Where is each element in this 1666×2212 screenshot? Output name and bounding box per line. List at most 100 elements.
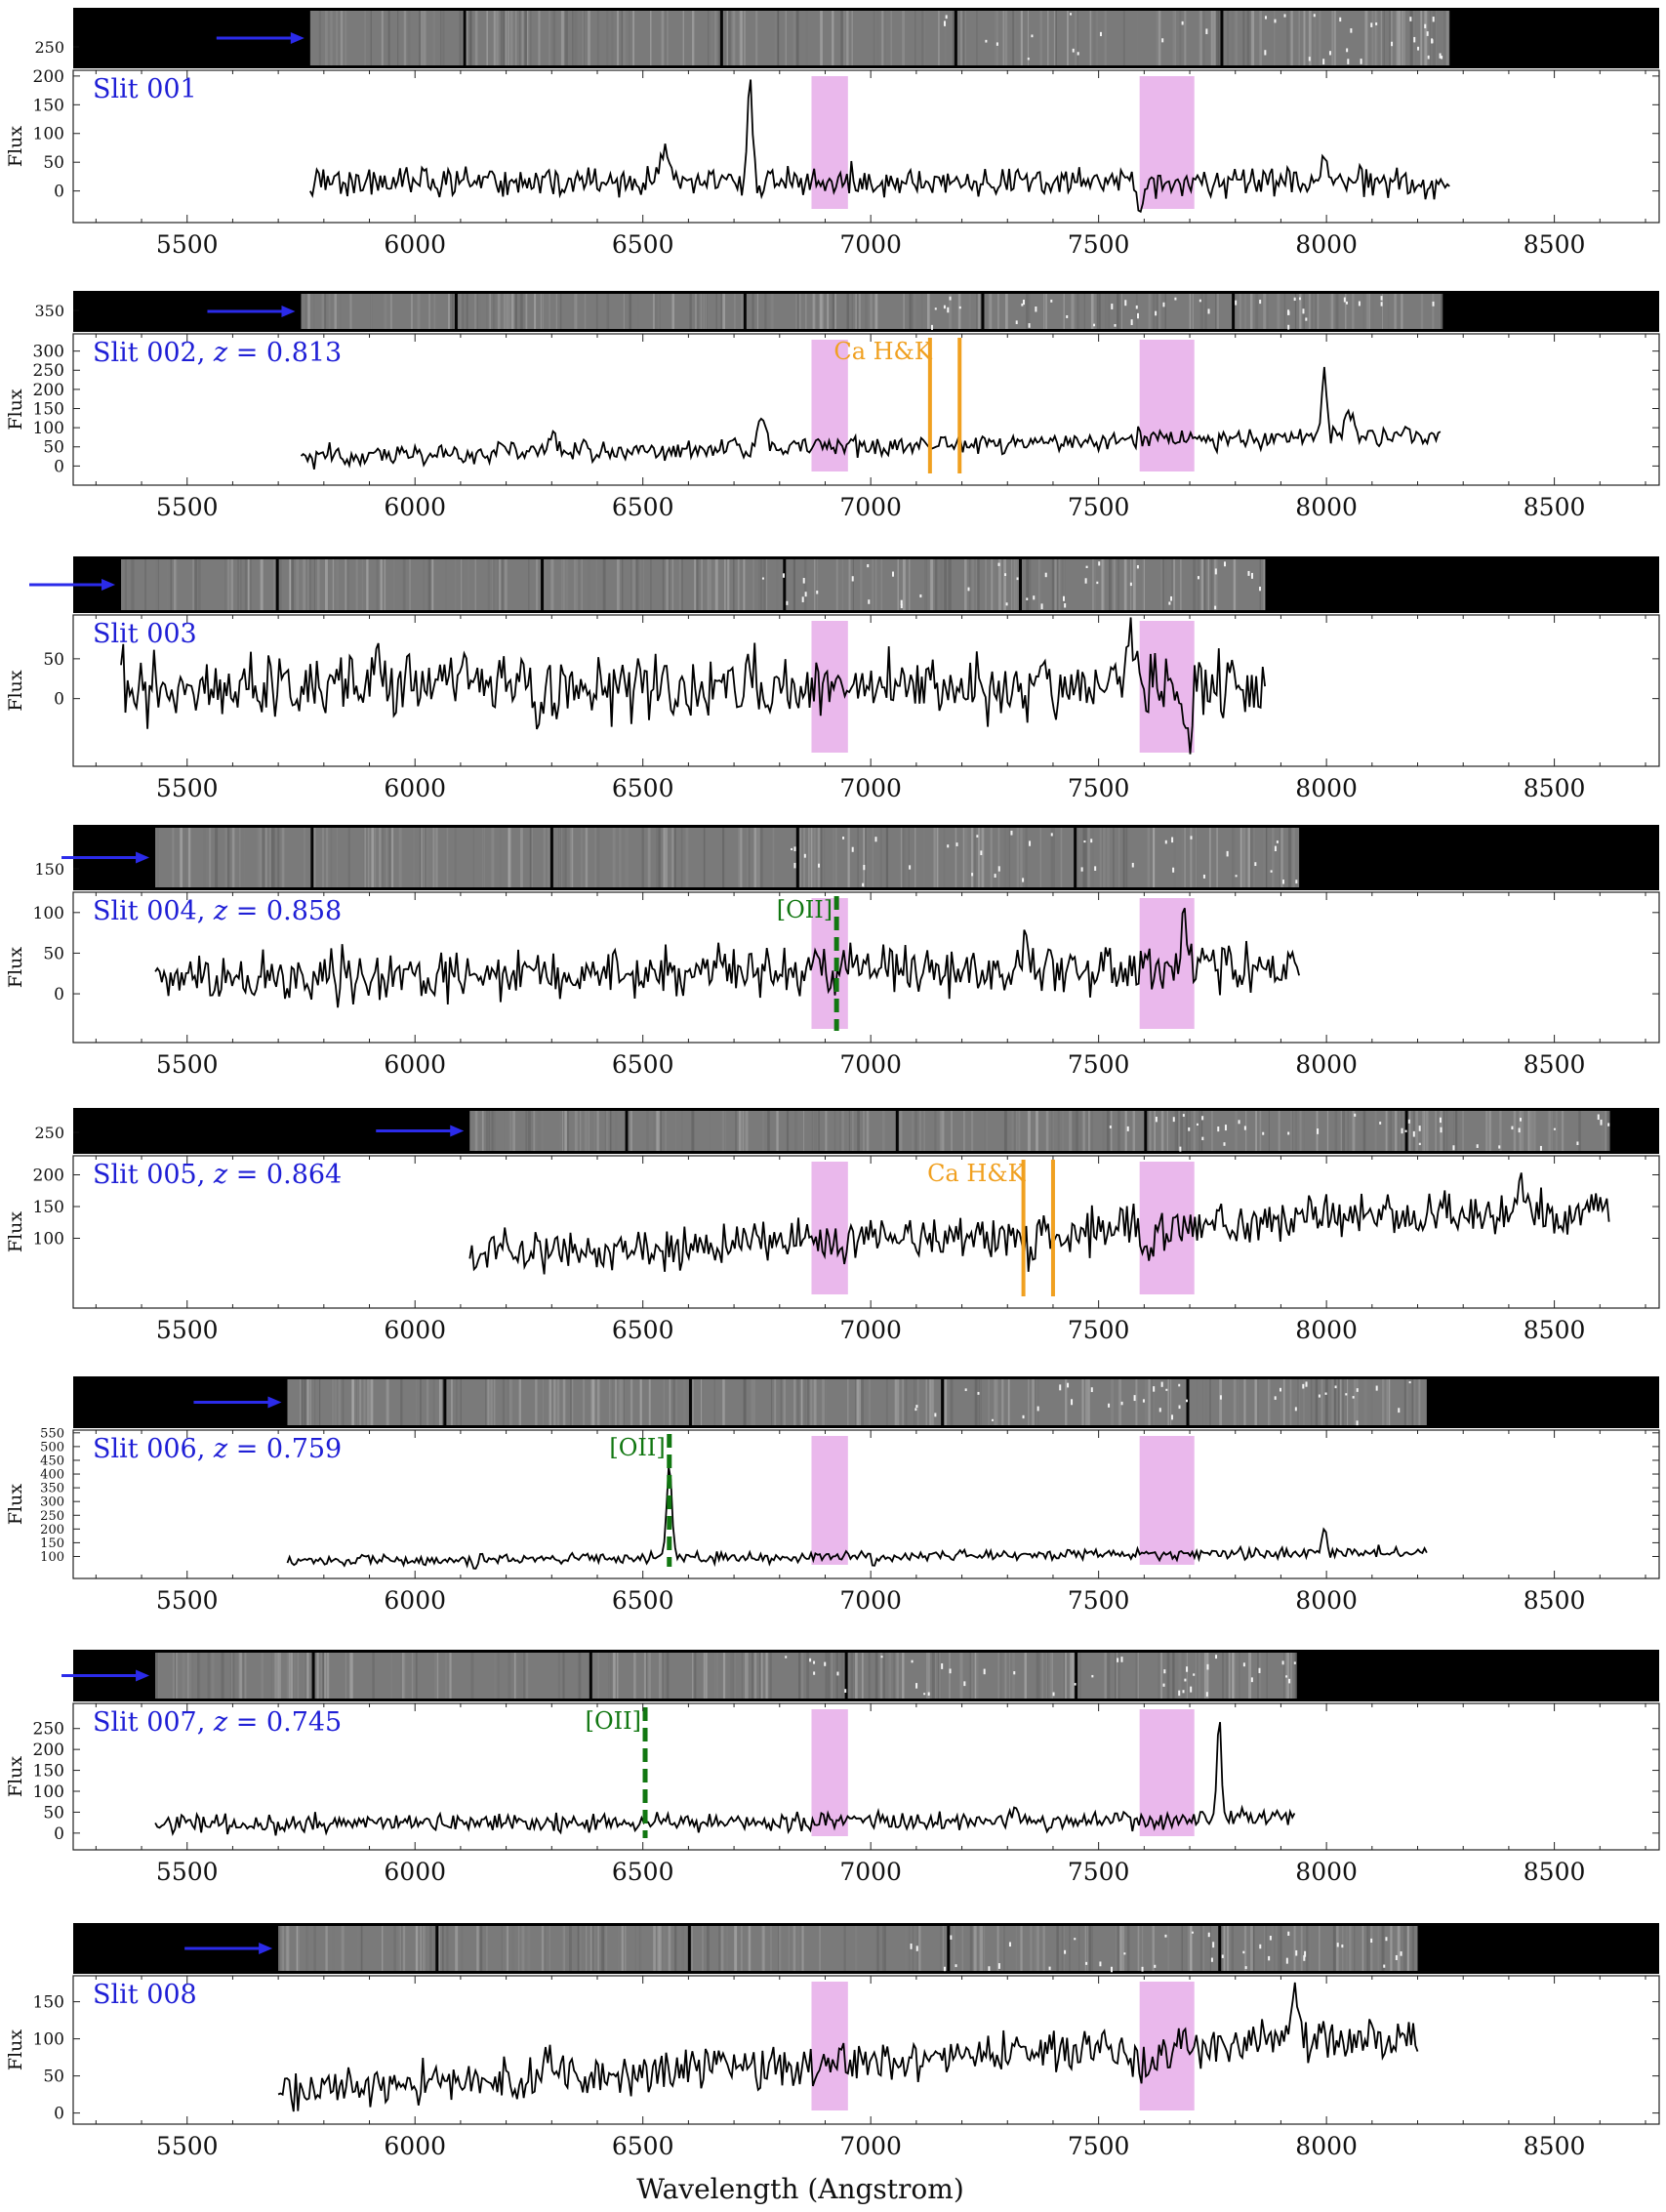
x-tick-label: 8000 xyxy=(1295,1316,1358,1344)
image-column xyxy=(776,1111,778,1151)
image-column xyxy=(1133,1111,1135,1151)
image-column xyxy=(834,1111,835,1151)
image-hot-pixel xyxy=(842,837,844,840)
image-column xyxy=(659,1653,662,1699)
image-column xyxy=(672,559,674,610)
image-column xyxy=(475,11,478,65)
image-tick-label: 350 xyxy=(34,302,64,320)
image-column xyxy=(1270,1379,1271,1425)
image-column xyxy=(786,11,787,65)
image-hot-pixel xyxy=(1427,31,1429,36)
image-hot-pixel xyxy=(1074,1938,1076,1940)
image-column xyxy=(428,559,430,610)
image-column xyxy=(388,11,390,65)
image-column xyxy=(784,1379,786,1425)
image-column xyxy=(1028,11,1029,65)
image-hot-pixel xyxy=(1111,1967,1113,1973)
image-column xyxy=(671,1926,674,1971)
image-column xyxy=(1397,1111,1398,1151)
image-column xyxy=(592,1379,595,1425)
image-column xyxy=(546,1926,547,1971)
image-column xyxy=(807,1379,809,1425)
image-hot-pixel xyxy=(1302,1384,1304,1389)
image-hot-pixel xyxy=(1178,1691,1180,1696)
y-tick-label: 100 xyxy=(33,125,64,144)
image-column xyxy=(832,1653,833,1699)
image-column xyxy=(594,828,596,887)
image-column xyxy=(1030,1926,1032,1971)
image-column xyxy=(490,1379,493,1425)
image-column xyxy=(1370,1379,1373,1425)
image-column xyxy=(801,1653,803,1699)
image-column xyxy=(1455,1111,1457,1151)
image-column xyxy=(486,294,488,329)
image-column xyxy=(325,559,328,610)
image-column xyxy=(543,1379,544,1425)
image-column xyxy=(1055,11,1057,65)
image-column xyxy=(314,559,315,610)
y-tick-label: 0 xyxy=(54,183,64,202)
image-column xyxy=(709,1111,711,1151)
image-column xyxy=(493,559,496,610)
image-column xyxy=(534,1111,535,1151)
image-column xyxy=(1310,1926,1311,1971)
image-hot-pixel xyxy=(1337,1943,1339,1946)
image-column xyxy=(334,1379,337,1425)
image-hot-pixel xyxy=(1171,838,1173,843)
image-column xyxy=(1346,1926,1347,1971)
image-column xyxy=(1329,294,1331,329)
image-column xyxy=(969,559,970,610)
image-hot-pixel xyxy=(786,601,788,605)
image-column xyxy=(1164,294,1165,329)
image-column xyxy=(704,1653,705,1699)
image-column xyxy=(1514,1111,1517,1151)
image-column xyxy=(1017,828,1020,887)
x-tick-label: 7000 xyxy=(839,774,902,802)
image-column xyxy=(897,1379,899,1425)
image-column xyxy=(962,1926,963,1971)
image-column xyxy=(981,1379,982,1425)
image-column xyxy=(597,1379,600,1425)
x-tick-label: 8500 xyxy=(1524,774,1586,802)
image-hot-pixel xyxy=(1245,1966,1247,1969)
image-column xyxy=(1167,1653,1170,1699)
image-column xyxy=(603,559,606,610)
image-column xyxy=(861,1379,864,1425)
y-tick-label: 150 xyxy=(33,1993,64,2013)
image-hot-pixel xyxy=(1287,311,1289,315)
image-hot-pixel xyxy=(1242,1951,1244,1953)
image-column xyxy=(1009,828,1010,887)
image-column xyxy=(565,11,568,65)
image-column xyxy=(615,1111,617,1151)
image-hot-pixel xyxy=(1282,880,1284,883)
image-column xyxy=(1266,1926,1267,1971)
image-column xyxy=(230,559,233,610)
image-column xyxy=(349,1653,352,1699)
image-column xyxy=(1186,1111,1188,1151)
image-column xyxy=(840,11,843,65)
image-column xyxy=(970,1926,973,1971)
image-column xyxy=(325,1926,327,1971)
image-column xyxy=(974,828,976,887)
x-tick-label: 7000 xyxy=(839,1586,902,1615)
image-column xyxy=(671,294,674,329)
image-column xyxy=(1349,1926,1351,1971)
image-column xyxy=(1248,11,1249,65)
image-column xyxy=(862,1653,864,1699)
y-tick-label: 150 xyxy=(33,96,64,115)
image-column xyxy=(427,1379,428,1425)
image-column xyxy=(367,1379,370,1425)
image-column xyxy=(1065,1379,1067,1425)
image-column xyxy=(538,11,540,65)
image-hot-pixel xyxy=(1124,300,1126,306)
image-hot-pixel xyxy=(1090,839,1092,842)
image-column xyxy=(1153,1379,1155,1425)
image-column xyxy=(579,1926,581,1971)
image-hot-pixel xyxy=(1214,606,1216,610)
image-column xyxy=(506,11,507,65)
image-hot-pixel xyxy=(1096,582,1098,584)
image-column xyxy=(708,11,709,65)
image-column xyxy=(1135,1379,1137,1425)
image-column xyxy=(404,11,406,65)
image-column xyxy=(777,11,778,65)
